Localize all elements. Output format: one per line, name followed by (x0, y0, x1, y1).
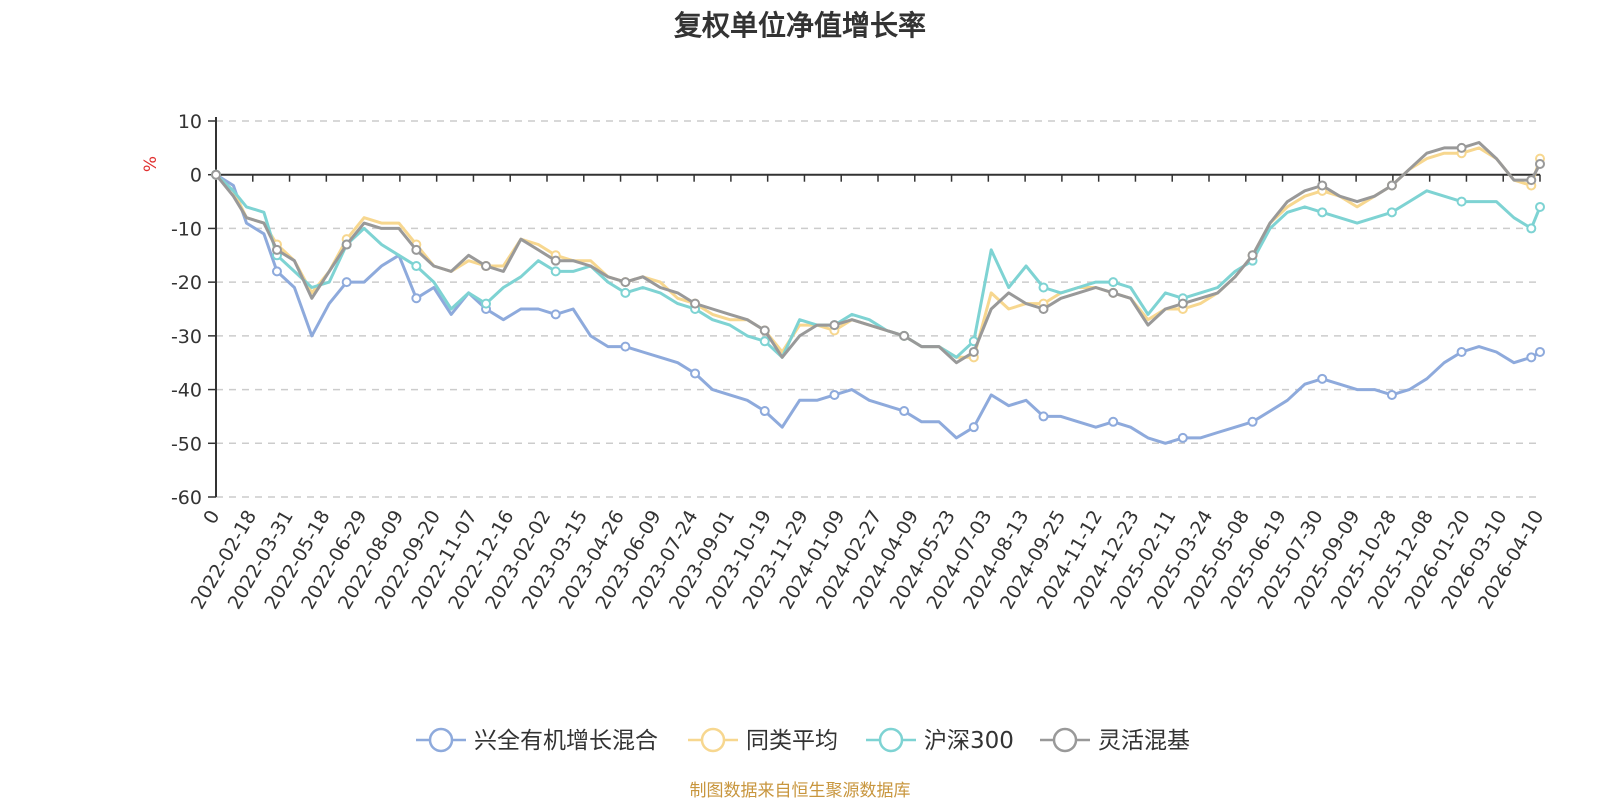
series-point (620, 277, 631, 288)
legend-marker (878, 727, 904, 753)
y-tick-label: 0 (190, 165, 202, 187)
y-tick-label: -20 (171, 272, 202, 294)
y-tick-label: -40 (171, 380, 202, 402)
series-point (550, 266, 561, 277)
legend-marker (700, 727, 726, 753)
series-point (1247, 250, 1258, 261)
series-point (1386, 389, 1397, 400)
series-point (620, 287, 631, 298)
series-lines (211, 141, 1545, 445)
series-point (1526, 352, 1537, 363)
series-point (1108, 287, 1119, 298)
legend-marker (428, 727, 454, 753)
series-point (1177, 432, 1188, 443)
series-point (1386, 180, 1397, 191)
series-point (1108, 416, 1119, 427)
series-point (1456, 346, 1467, 357)
series-point (899, 406, 910, 417)
series-point (1456, 196, 1467, 207)
series-point (968, 346, 979, 357)
series-point (829, 320, 840, 331)
legend-label: 沪深300 (924, 728, 1014, 754)
legend-marker (1052, 727, 1078, 753)
y-tick-label: -10 (171, 218, 202, 240)
series-point (1108, 277, 1119, 288)
legend-label: 灵活混基 (1098, 728, 1190, 754)
series-point (341, 239, 352, 250)
series-point (481, 261, 492, 272)
source-note: 制图数据来自恒生聚源数据库 (689, 781, 911, 801)
series-point (1038, 282, 1049, 293)
y-tick-label: -30 (171, 326, 202, 348)
series-point (968, 422, 979, 433)
series-point (620, 341, 631, 352)
series-point (1038, 304, 1049, 314)
legend-label: 兴全有机增长混合 (474, 728, 658, 754)
series-point (271, 266, 282, 277)
series-point (550, 255, 561, 266)
series-point (1247, 416, 1258, 427)
series-point (411, 293, 422, 304)
series-point (759, 406, 770, 417)
series-point (690, 298, 701, 309)
series-point (1456, 142, 1467, 153)
series-point (690, 368, 701, 379)
series-point (411, 261, 422, 272)
series-point (481, 298, 492, 309)
series-point (1317, 373, 1328, 384)
series-point (1535, 346, 1545, 357)
chart-title: 复权单位净值增长率 (673, 9, 926, 42)
series-point (271, 244, 282, 255)
series-point (759, 336, 770, 347)
series-point (1526, 223, 1537, 234)
series-point (1317, 207, 1328, 218)
series-point (829, 389, 840, 400)
series-point (341, 277, 352, 288)
series-point (1317, 180, 1328, 191)
series-point (411, 244, 422, 255)
y-axis-unit-label: % (141, 156, 161, 172)
axes: % 100-10-20-30-40-50-6002022-02-182022-0… (141, 111, 1548, 613)
y-tick-label: -60 (171, 487, 202, 509)
series-point (1386, 207, 1397, 218)
series-point (759, 325, 770, 336)
legend: 兴全有机增长混合 同类平均 沪深300 灵活混基 (416, 727, 1190, 754)
series-point (550, 309, 561, 320)
y-tick-label: 10 (178, 111, 202, 133)
series-point (1526, 175, 1537, 186)
series-point (1535, 158, 1545, 169)
x-tick-label: 0 (199, 507, 224, 528)
series-point (211, 169, 221, 180)
series-point (1038, 411, 1049, 422)
y-tick-label: -50 (171, 433, 202, 455)
series-point (1177, 298, 1188, 309)
series-point (1535, 201, 1545, 212)
series-line (215, 173, 1541, 445)
legend-label: 同类平均 (746, 728, 838, 754)
series-point (899, 330, 910, 341)
